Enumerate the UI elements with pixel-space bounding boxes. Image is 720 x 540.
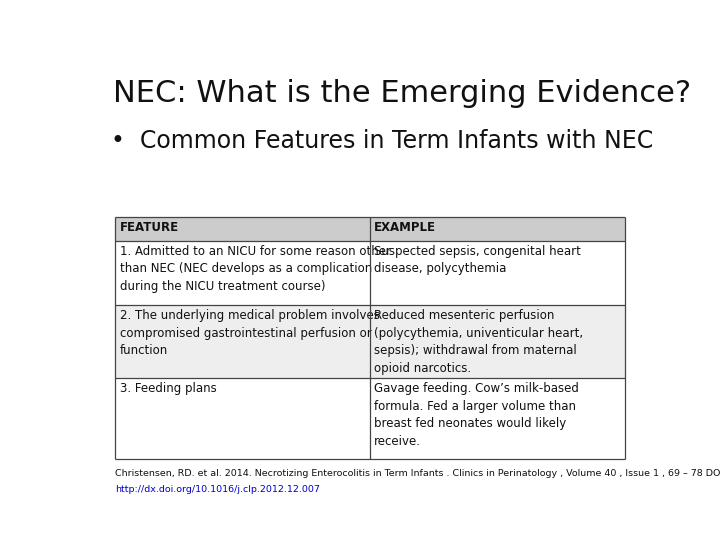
Text: Reduced mesenteric perfusion
(polycythemia, univenticular heart,
sepsis); withdr: Reduced mesenteric perfusion (polycythem… xyxy=(374,309,583,375)
Bar xyxy=(370,305,624,378)
Text: 1. Admitted to an NICU for some reason other
than NEC (NEC develops as a complic: 1. Admitted to an NICU for some reason o… xyxy=(120,245,390,293)
Text: FEATURE: FEATURE xyxy=(120,221,179,234)
Text: Gavage feeding. Cow’s milk-based
formula. Fed a larger volume than
breast fed ne: Gavage feeding. Cow’s milk-based formula… xyxy=(374,382,579,448)
Bar xyxy=(115,241,370,305)
Text: http://dx.doi.org/10.1016/j.clp.2012.12.007: http://dx.doi.org/10.1016/j.clp.2012.12.… xyxy=(115,485,320,494)
Text: NEC: What is the Emerging Evidence?: NEC: What is the Emerging Evidence? xyxy=(114,79,692,109)
Bar xyxy=(370,241,624,305)
Text: •  Common Features in Term Infants with NEC: • Common Features in Term Infants with N… xyxy=(111,129,654,153)
Bar xyxy=(370,378,624,459)
Text: Christensen, RD. et al. 2014. Necrotizing Enterocolitis in Term Infants . Clinic: Christensen, RD. et al. 2014. Necrotizin… xyxy=(115,469,720,478)
Bar xyxy=(115,305,370,378)
Text: Suspected sepsis, congenital heart
disease, polycythemia: Suspected sepsis, congenital heart disea… xyxy=(374,245,581,275)
Bar xyxy=(115,217,624,241)
Text: EXAMPLE: EXAMPLE xyxy=(374,221,436,234)
Bar xyxy=(115,378,370,459)
Text: 3. Feeding plans: 3. Feeding plans xyxy=(120,382,216,395)
Text: 2. The underlying medical problem involves
compromised gastrointestinal perfusio: 2. The underlying medical problem involv… xyxy=(120,309,379,357)
